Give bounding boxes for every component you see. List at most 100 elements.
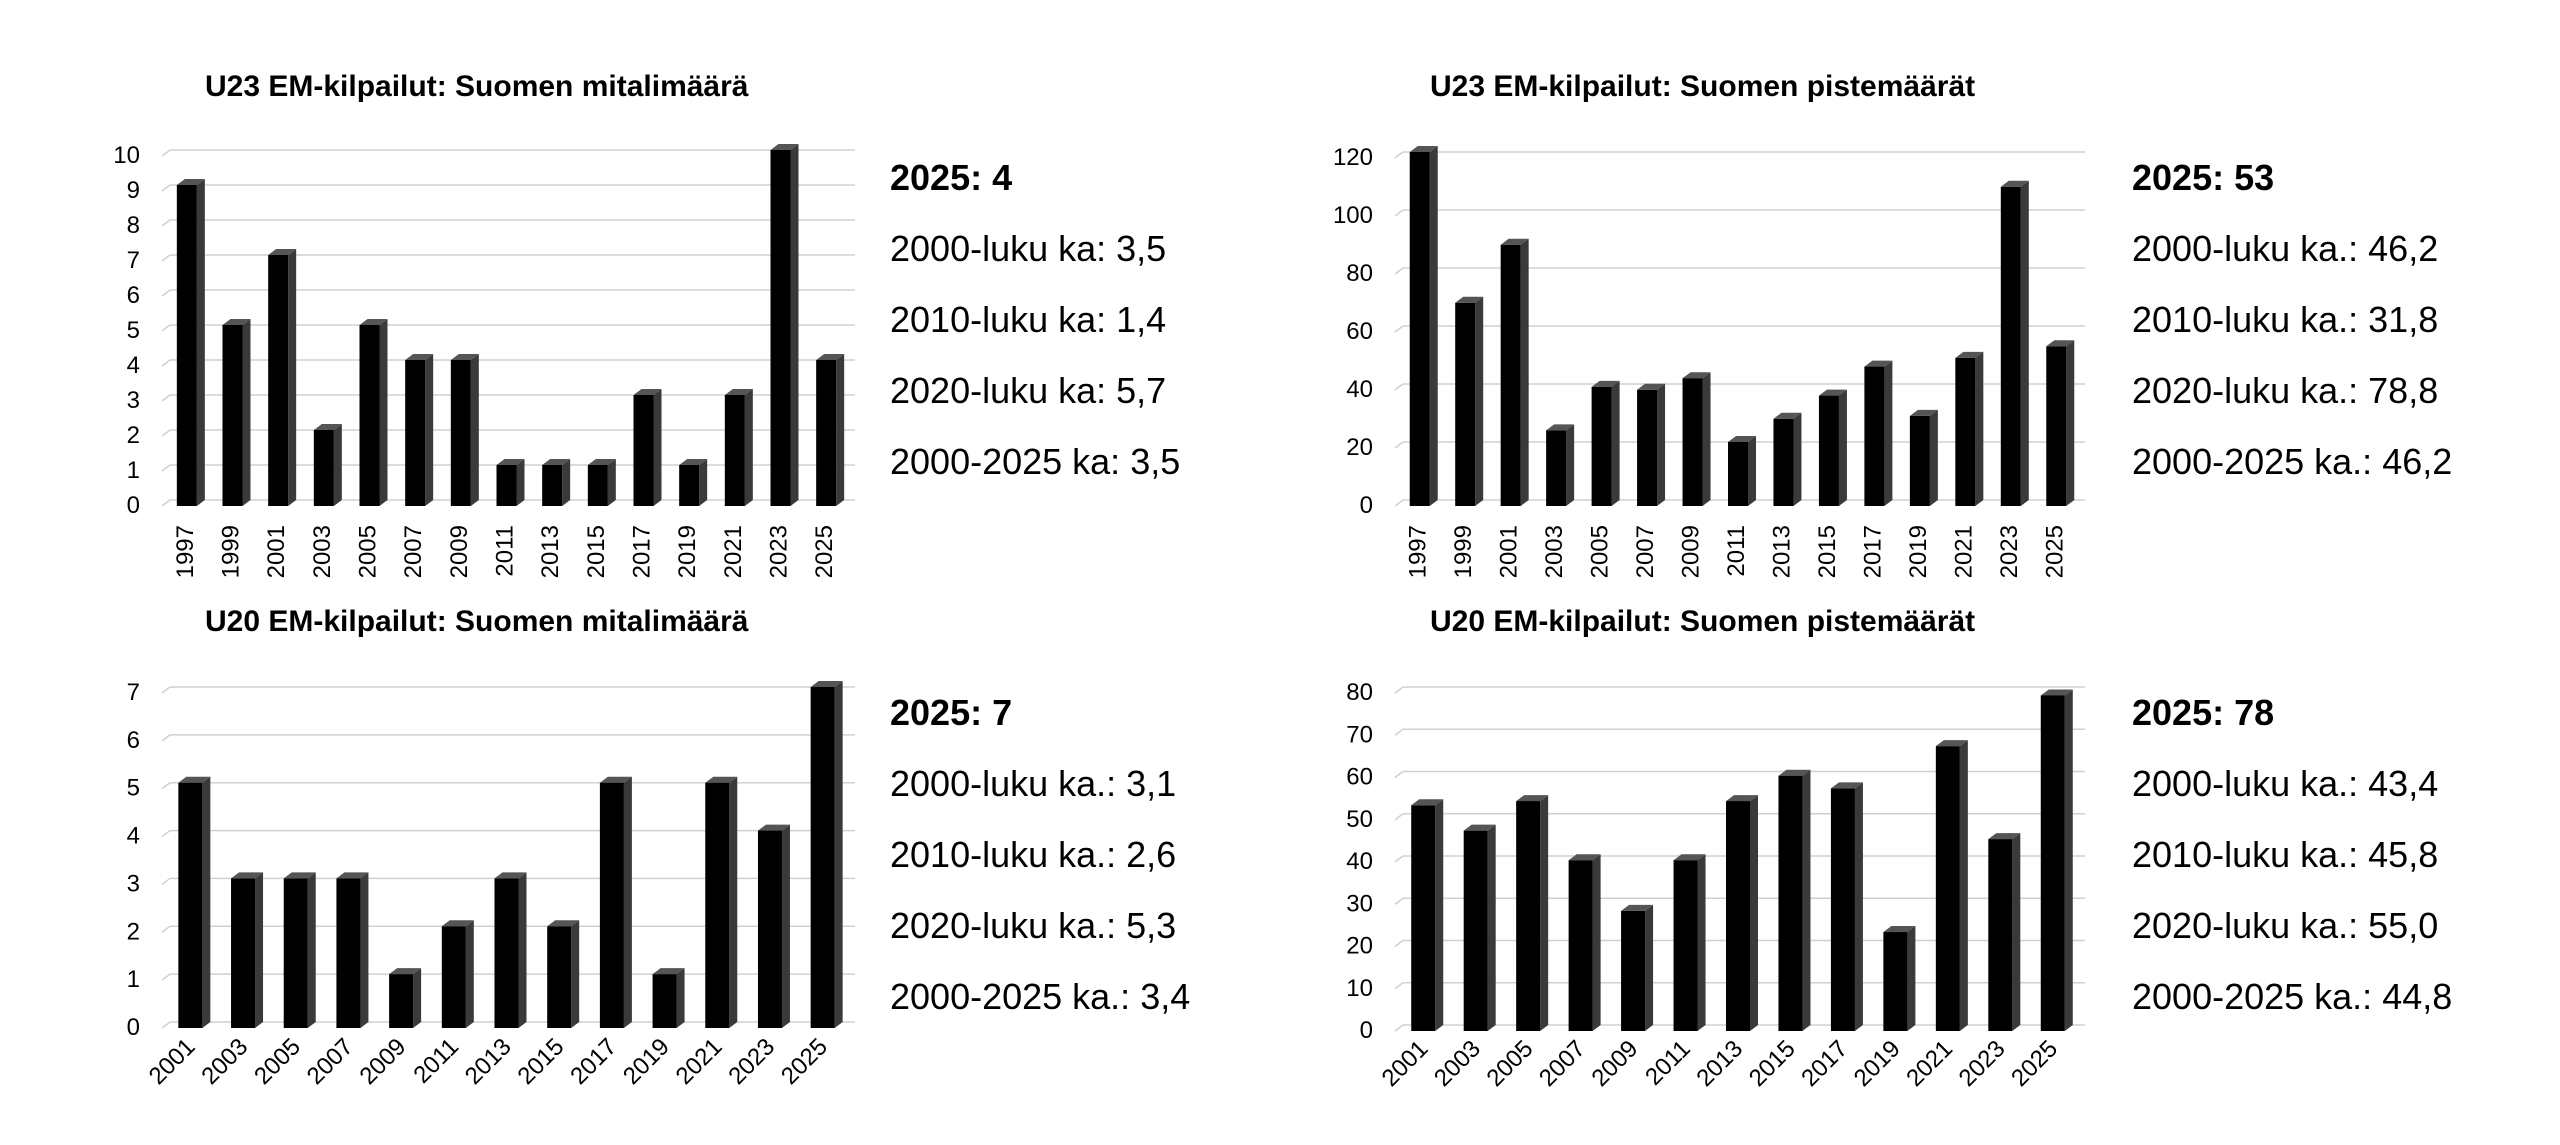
x-tick-label: 2023 bbox=[723, 1033, 780, 1090]
bar-side bbox=[1435, 799, 1444, 1031]
x-tick-label: 2007 bbox=[1632, 525, 1659, 578]
y-tick-label: 120 bbox=[1333, 144, 1373, 171]
y-tick-label: 3 bbox=[127, 387, 140, 414]
x-tick-label: 2013 bbox=[460, 1033, 517, 1090]
bar-side bbox=[1793, 412, 1802, 506]
bar-top bbox=[178, 776, 211, 783]
x-tick-label: 2007 bbox=[302, 1033, 359, 1090]
gridline-depth bbox=[161, 734, 171, 742]
gridline-depth bbox=[161, 254, 171, 262]
gridline-depth bbox=[1394, 897, 1404, 905]
x-tick-label: 2001 bbox=[263, 525, 290, 578]
bar-side bbox=[2020, 180, 2029, 507]
y-tick-label: 0 bbox=[127, 1014, 140, 1041]
chart-u20-points: 0102030405060708020012003200520072009201… bbox=[1346, 679, 2085, 1092]
chart-title: U20 EM-kilpailut: Suomen pistemäärät bbox=[1430, 605, 1976, 638]
x-tick-label: 2017 bbox=[1796, 1035, 1853, 1092]
x-tick-label: 2023 bbox=[1954, 1035, 2011, 1092]
bar-side bbox=[623, 776, 632, 1028]
x-tick-label: 2007 bbox=[400, 525, 427, 578]
bar-side bbox=[729, 776, 738, 1028]
y-tick-label: 2 bbox=[127, 918, 140, 945]
stat-2000s-avg: 2000-luku ka: 3,5 bbox=[890, 228, 1167, 269]
x-tick-label: 2019 bbox=[1849, 1035, 1906, 1092]
x-tick-label: 1999 bbox=[218, 525, 245, 578]
y-tick-label: 9 bbox=[127, 177, 140, 204]
bar-top bbox=[222, 319, 251, 325]
bar-top bbox=[587, 459, 616, 465]
bar bbox=[1955, 357, 1976, 506]
y-tick-label: 100 bbox=[1333, 202, 1373, 229]
bar-side bbox=[379, 319, 388, 506]
y-tick-label: 50 bbox=[1346, 806, 1373, 833]
bar bbox=[231, 878, 256, 1028]
stat-overall-avg: 2000-2025 ka.: 3,4 bbox=[890, 976, 1191, 1017]
bar-top bbox=[1728, 436, 1756, 442]
stats-u23-medals: 2025: 4 2000-luku ka: 3,5 2010-luku ka: … bbox=[890, 142, 1180, 497]
y-tick-label: 80 bbox=[1346, 260, 1373, 287]
x-tick-label: 2005 bbox=[1482, 1035, 1539, 1092]
bar-top bbox=[1455, 296, 1484, 303]
bar-side bbox=[1487, 824, 1496, 1031]
x-tick-label: 2009 bbox=[355, 1033, 412, 1090]
chart-u23-points: 0 20 40 60 80 100 120 1997 1999 2001 2003 2005 2007 2… bbox=[1333, 144, 2085, 578]
stat-2010s-avg: 2010-luku ka.: 31,8 bbox=[2132, 299, 2439, 340]
y-tick-label: 7 bbox=[127, 247, 140, 274]
bar bbox=[1726, 801, 1750, 1031]
y-tick-label: 6 bbox=[127, 727, 140, 754]
x-tick-label: 2015 bbox=[1744, 1035, 1801, 1092]
bar-side bbox=[676, 968, 685, 1028]
y-tick-label: 6 bbox=[127, 282, 140, 309]
x-tick-label: 2003 bbox=[1429, 1035, 1486, 1092]
bar bbox=[770, 150, 791, 506]
bar-top bbox=[724, 389, 753, 395]
bar-side bbox=[1929, 409, 1938, 506]
x-tick-label: 2025 bbox=[811, 525, 838, 578]
bar-top bbox=[494, 872, 527, 879]
y-tick-label: 5 bbox=[127, 775, 140, 802]
x-tick-label: 2011 bbox=[1640, 1035, 1696, 1091]
x-tick-label: 2023 bbox=[766, 525, 793, 578]
bar bbox=[587, 465, 608, 506]
bar bbox=[1830, 788, 1855, 1031]
bar-top bbox=[1682, 372, 1711, 379]
bar bbox=[547, 926, 572, 1028]
gridline-depth bbox=[161, 686, 171, 694]
x-tick-label: 2019 bbox=[618, 1033, 675, 1090]
x-tick-label: 2011 bbox=[1723, 525, 1750, 577]
y-tick-label: 4 bbox=[127, 823, 140, 850]
bar bbox=[1568, 860, 1593, 1031]
x-tick-label: 2025 bbox=[2006, 1035, 2063, 1092]
x-tick-label: 2021 bbox=[720, 525, 747, 578]
bar-top bbox=[496, 459, 525, 465]
gridline-depth bbox=[161, 149, 171, 157]
y-tick-label: 0 bbox=[1360, 1017, 1373, 1044]
chart-title: U23 EM-kilpailut: Suomen mitalimäärä bbox=[205, 70, 749, 103]
y-tick-label: 60 bbox=[1346, 318, 1373, 345]
y-tick-label: 40 bbox=[1346, 848, 1373, 875]
gridline-depth bbox=[161, 429, 171, 437]
y-tick-label: 60 bbox=[1346, 764, 1373, 791]
bar bbox=[1988, 839, 2013, 1031]
y-tick-label: 1 bbox=[127, 457, 140, 484]
gridline-depth bbox=[161, 464, 171, 472]
bar-side bbox=[307, 872, 316, 1028]
bar-side bbox=[1611, 380, 1620, 506]
bar-side bbox=[790, 144, 799, 506]
bar-top bbox=[1818, 389, 1847, 396]
bar-side bbox=[2064, 689, 2073, 1031]
bar-top bbox=[1726, 795, 1758, 802]
chart-title: U20 EM-kilpailut: Suomen mitalimäärä bbox=[205, 605, 749, 638]
stat-overall-avg: 2000-2025 ka.: 44,8 bbox=[2132, 976, 2453, 1017]
gridline-depth bbox=[161, 973, 171, 981]
bar-side bbox=[1802, 769, 1811, 1031]
bar-side bbox=[1592, 854, 1601, 1031]
bar bbox=[313, 430, 334, 506]
bar bbox=[1935, 746, 1960, 1031]
gridline-depth bbox=[161, 829, 171, 838]
y-tick-label: 30 bbox=[1346, 890, 1373, 917]
bar-top bbox=[599, 776, 632, 783]
bar-top bbox=[652, 968, 685, 975]
bar-top bbox=[1830, 782, 1863, 789]
gridline-depth bbox=[161, 782, 171, 790]
